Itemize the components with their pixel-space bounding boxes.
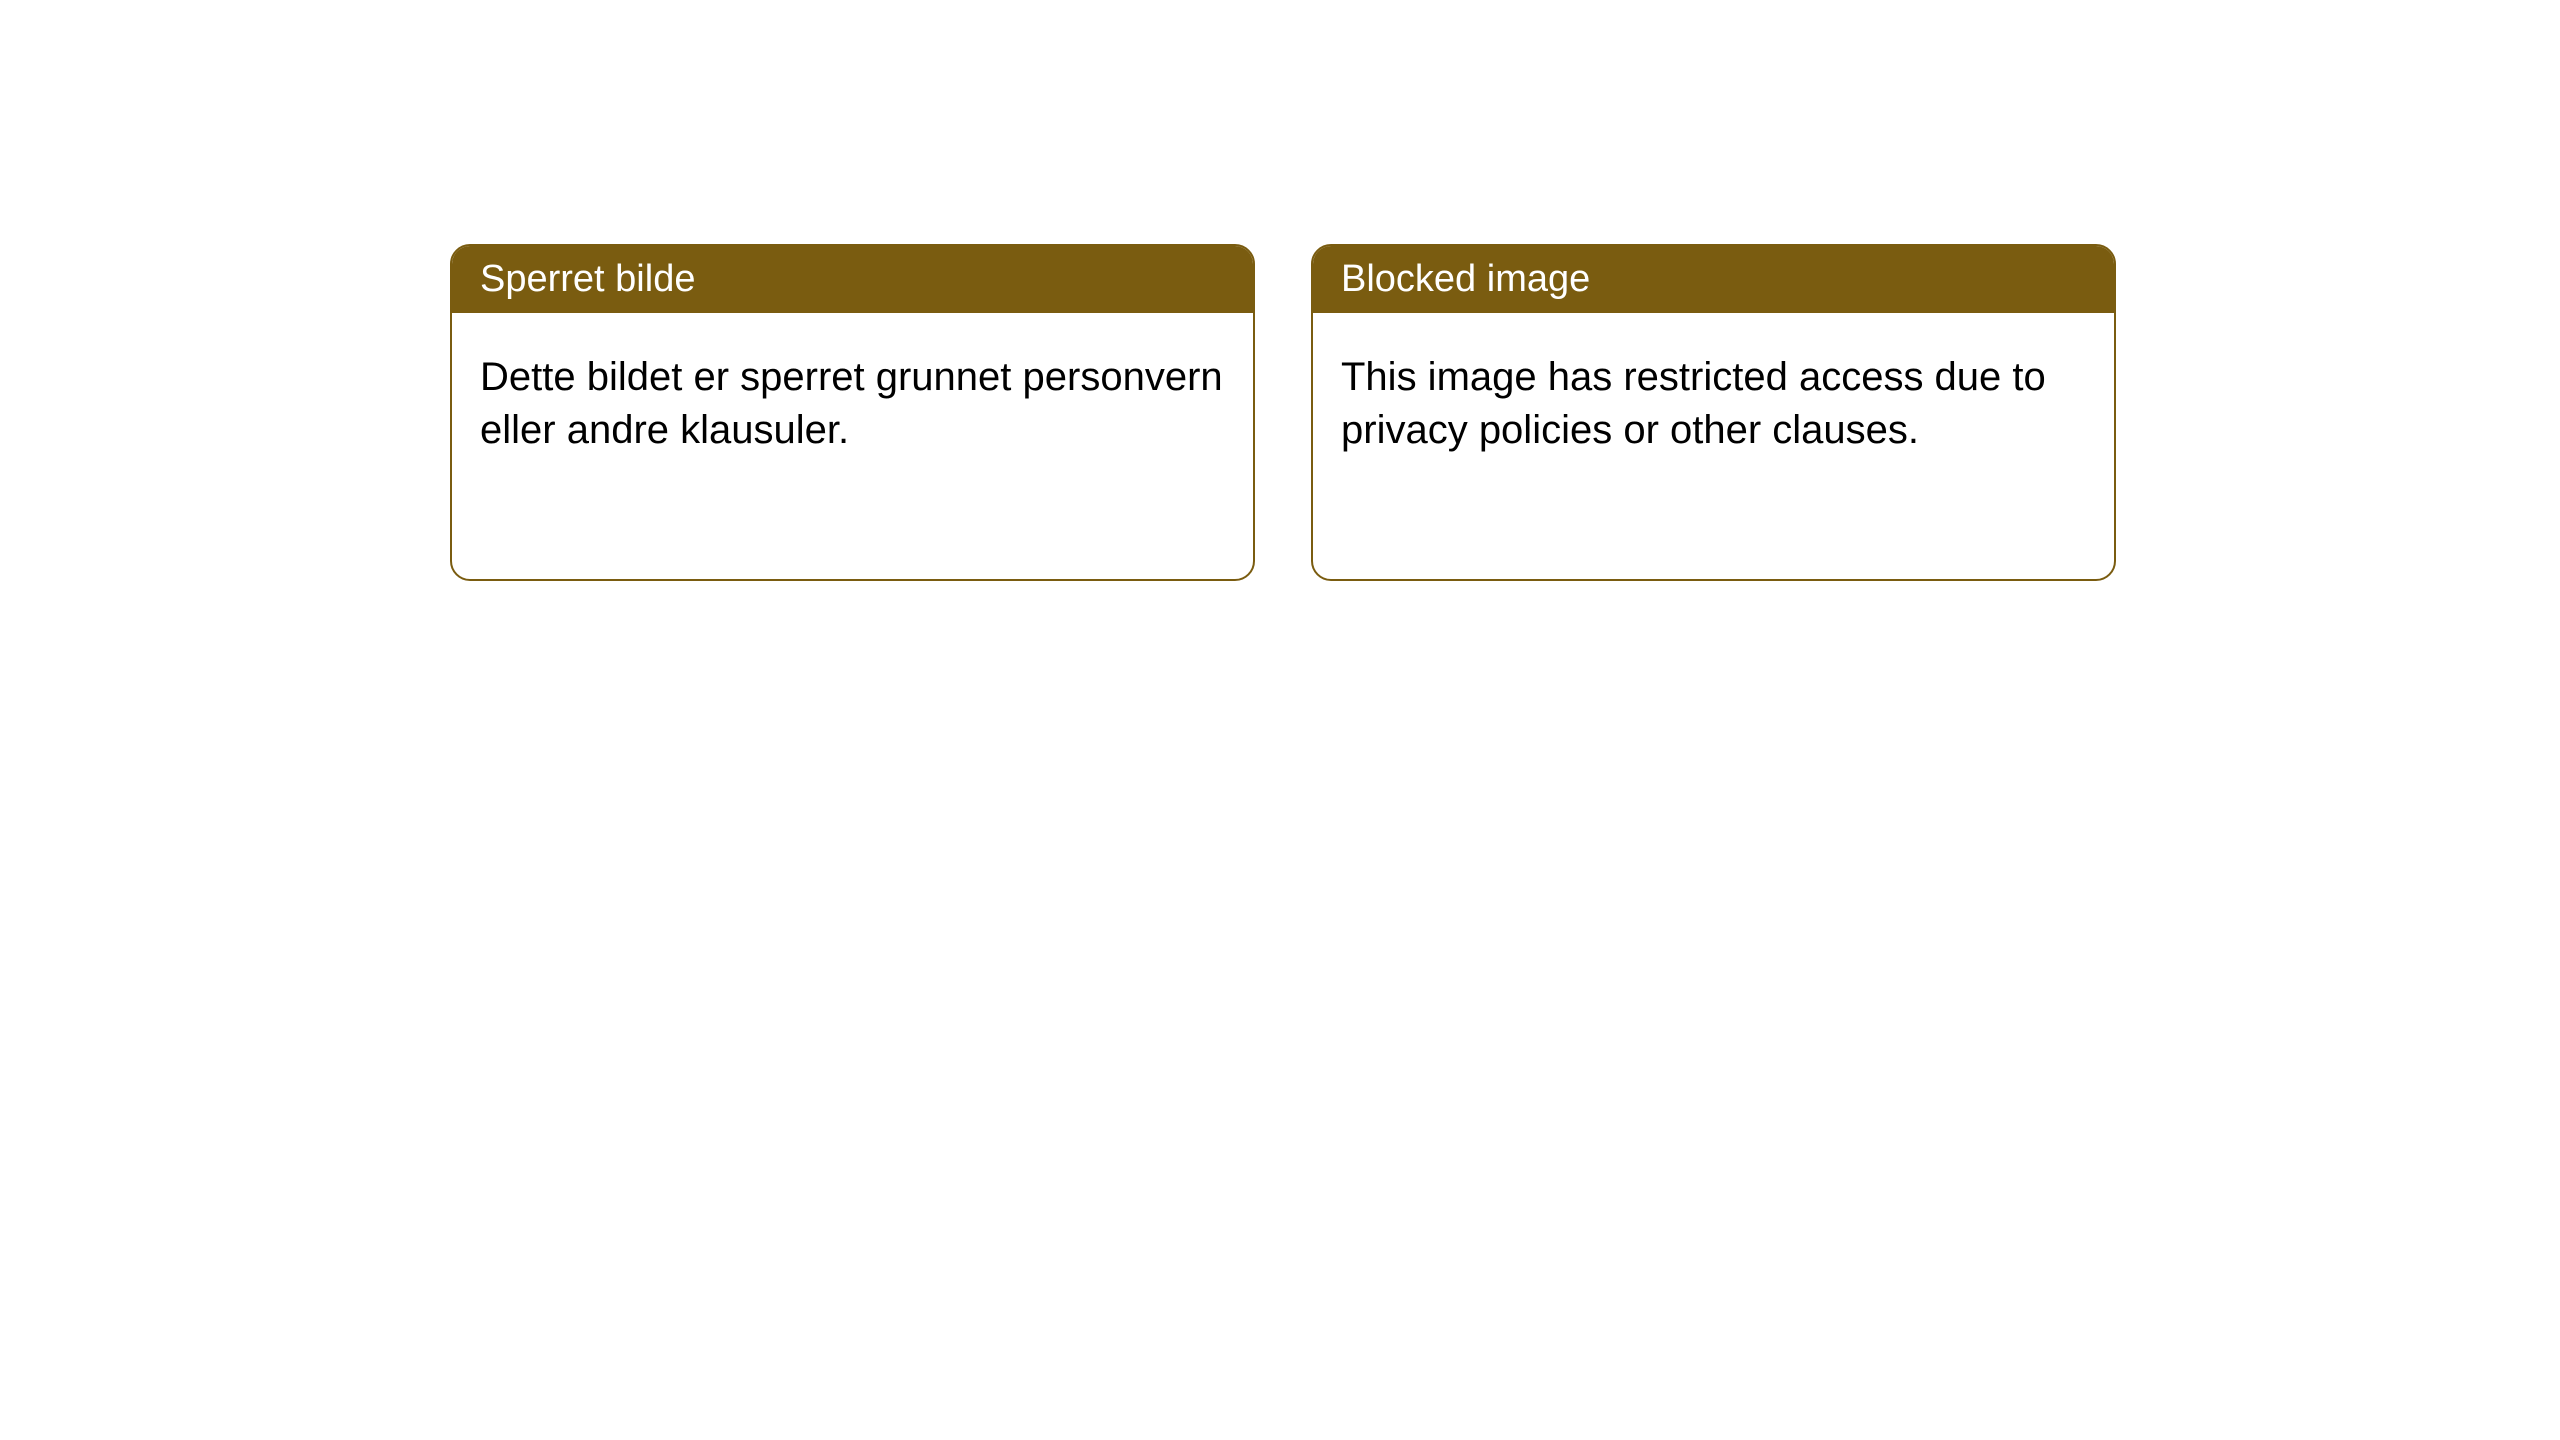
notice-cards-container: Sperret bilde Dette bildet er sperret gr… (450, 244, 2116, 581)
notice-card-english: Blocked image This image has restricted … (1311, 244, 2116, 581)
card-header-english: Blocked image (1313, 246, 2114, 313)
card-body-norwegian: Dette bildet er sperret grunnet personve… (452, 313, 1253, 495)
card-body-english: This image has restricted access due to … (1313, 313, 2114, 495)
notice-card-norwegian: Sperret bilde Dette bildet er sperret gr… (450, 244, 1255, 581)
card-header-norwegian: Sperret bilde (452, 246, 1253, 313)
